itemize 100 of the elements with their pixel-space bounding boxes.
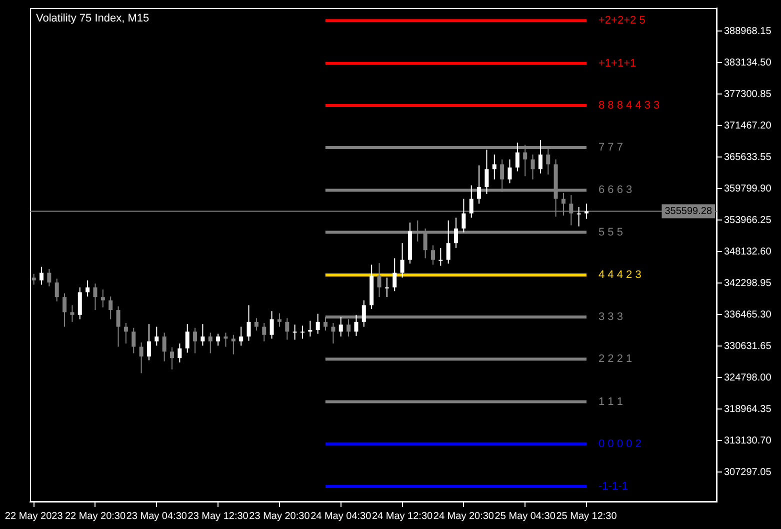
y-tick-label: 313130.70 xyxy=(724,435,772,446)
candlestick xyxy=(132,327,136,354)
candlestick xyxy=(400,242,404,278)
candlestick xyxy=(193,327,198,354)
x-tick-label: 24 May 20:30 xyxy=(433,510,494,522)
annotation: 4 4 4 2 3 xyxy=(598,268,642,281)
annotation: 8 8 8 4 4 3 3 xyxy=(598,99,660,112)
candlestick xyxy=(62,292,67,328)
candlestick xyxy=(231,334,236,355)
annotation: 1 1 1 xyxy=(598,396,623,408)
annotation: 5 5 5 xyxy=(598,226,623,238)
candlestick xyxy=(338,316,343,337)
candlestick xyxy=(246,304,251,342)
x-tick-label: 22 May 20:30 xyxy=(64,510,126,522)
candlestick xyxy=(47,268,52,287)
candlestick xyxy=(584,203,589,220)
x-tick-label: 23 May 20:30 xyxy=(249,510,310,522)
candlestick xyxy=(430,244,435,266)
annotation: 7 7 7 xyxy=(598,142,623,154)
candlestick xyxy=(200,324,205,346)
candlestick xyxy=(216,333,220,346)
candlestick xyxy=(178,343,182,363)
candlestick xyxy=(300,325,304,340)
candlestick xyxy=(54,278,59,302)
annotation: +1+1+1 xyxy=(598,57,636,70)
annotation: +2+2+2 5 xyxy=(598,14,646,27)
candlestick xyxy=(576,206,581,227)
x-tick-label: 23 May 12:30 xyxy=(188,510,249,522)
y-tick-label: 383134.50 xyxy=(724,57,772,68)
candlestick xyxy=(331,322,336,344)
candlestick xyxy=(146,324,151,361)
candlestick xyxy=(438,247,443,266)
candlestick xyxy=(492,154,496,180)
candlestick xyxy=(100,289,105,308)
y-tick-label: 365633.55 xyxy=(724,152,772,163)
annotation: 3 3 3 xyxy=(598,311,623,324)
ref-line-label: 355599.28 xyxy=(664,206,712,217)
y-tick-label: 336465.30 xyxy=(724,309,772,320)
candlestick xyxy=(40,266,44,286)
candlestick xyxy=(154,326,159,346)
candlestick xyxy=(377,262,382,298)
candlestick xyxy=(354,314,358,336)
candlestick xyxy=(139,342,144,374)
candlestick xyxy=(70,304,74,322)
candlestick xyxy=(224,332,228,348)
candlestick xyxy=(262,322,266,342)
candlestick xyxy=(484,149,489,194)
y-tick-label: 348132.60 xyxy=(724,246,772,258)
y-tick-label: 330631.65 xyxy=(724,340,772,352)
y-tick-label: 324798.00 xyxy=(724,372,772,384)
chart-title: Volatility 75 Index, M15 xyxy=(36,12,150,25)
y-tick-label: 318964.35 xyxy=(724,404,772,415)
x-tick-label: 25 May 04:30 xyxy=(494,510,556,522)
candlestick xyxy=(477,164,482,204)
candlestick xyxy=(108,296,113,320)
candlestick xyxy=(446,220,450,264)
x-tick-label: 24 May 12:30 xyxy=(372,510,434,522)
annotation: 2 2 2 1 xyxy=(598,353,632,366)
x-tick-label: 22 May 2023 xyxy=(4,510,64,522)
candlestick xyxy=(254,318,258,332)
candlestick xyxy=(208,332,212,354)
candlestick xyxy=(515,142,520,172)
candlestick xyxy=(362,300,366,328)
candlestick xyxy=(78,286,82,320)
candlestick xyxy=(454,217,458,248)
y-tick-label: 359799.90 xyxy=(724,183,772,194)
candlestick xyxy=(469,184,474,218)
x-tick-label: 23 May 04:30 xyxy=(126,510,188,522)
candlestick xyxy=(530,154,535,180)
candlestick xyxy=(162,332,166,362)
candlestick xyxy=(86,280,90,298)
candlestick xyxy=(308,320,312,337)
candlestick xyxy=(316,313,320,334)
candlestick xyxy=(93,283,98,311)
x-tick-label: 24 May 04:30 xyxy=(310,510,372,522)
y-tick-label: 377300.85 xyxy=(724,88,772,100)
candlestick xyxy=(185,324,190,354)
candlestick xyxy=(384,277,389,298)
candlestick xyxy=(270,310,274,340)
y-tick-label: 342298.95 xyxy=(724,278,772,289)
candlestick xyxy=(277,312,282,328)
annotation: -1-1-1 xyxy=(598,480,628,493)
y-tick-label: 353966.25 xyxy=(724,214,772,226)
candlestick xyxy=(285,318,290,340)
candlestick xyxy=(292,324,297,340)
candlestick xyxy=(239,326,244,346)
candlestick xyxy=(538,139,542,174)
candlestick xyxy=(392,258,397,292)
candlestick xyxy=(116,306,120,348)
candlestick xyxy=(170,346,174,370)
y-tick-label: 371467.20 xyxy=(724,120,772,132)
annotation: 0 0 0 0 2 xyxy=(598,438,642,450)
y-tick-label: 307297.05 xyxy=(724,466,772,478)
candlestick xyxy=(32,273,36,286)
annotation: 6 6 6 3 xyxy=(598,184,632,196)
x-tick-label: 25 May 12:30 xyxy=(556,510,618,522)
candlestick xyxy=(124,322,128,344)
candlestick xyxy=(462,198,466,233)
y-tick-label: 388968.15 xyxy=(724,26,772,37)
candlestick xyxy=(508,158,512,184)
